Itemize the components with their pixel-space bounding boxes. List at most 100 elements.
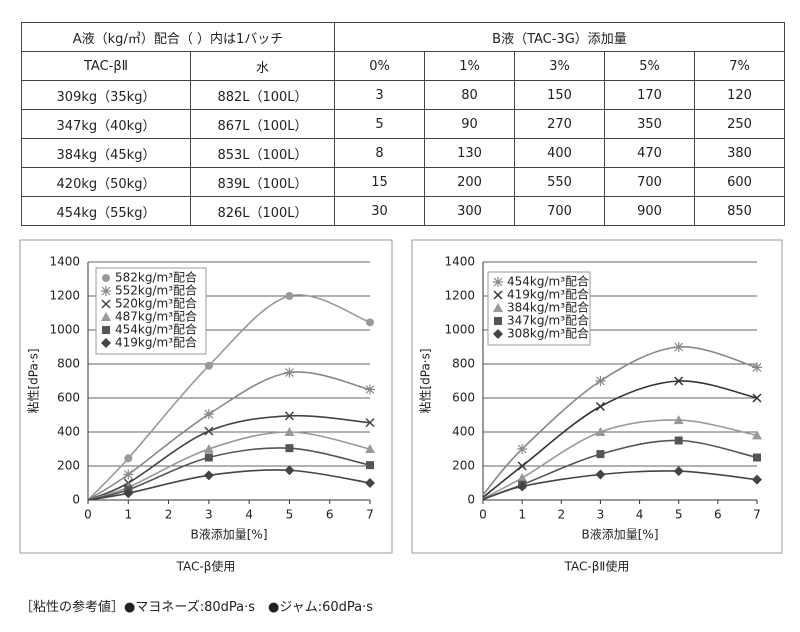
y-tick-label: 1200 <box>49 289 80 303</box>
marker <box>365 478 375 488</box>
subheader-row: TAC-βⅡ 水 0% 1% 3% 5% 7% <box>21 51 785 81</box>
marker <box>517 461 527 471</box>
y-axis-label: 粘性[dPa·s] <box>418 348 433 413</box>
cell: 80 <box>424 80 515 110</box>
y-tick-label: 800 <box>452 357 475 371</box>
marker <box>752 393 762 403</box>
marker <box>102 274 110 282</box>
cell: 30 <box>334 196 425 226</box>
y-tick-label: 400 <box>452 425 475 439</box>
marker <box>365 418 375 428</box>
x-tick-label: 6 <box>714 508 722 522</box>
marker <box>493 329 503 339</box>
marker <box>284 427 295 436</box>
marker <box>596 450 605 459</box>
marker <box>595 427 606 436</box>
marker <box>203 470 214 481</box>
marker <box>284 411 294 421</box>
legend-box <box>487 271 591 346</box>
y-tick-label: 1400 <box>49 255 80 269</box>
x-tick-label: 7 <box>366 508 374 522</box>
x-tick-label: 1 <box>124 508 132 522</box>
marker <box>517 444 528 454</box>
marker <box>752 430 762 440</box>
marker <box>285 444 294 453</box>
y-tick-label: 1200 <box>444 289 475 303</box>
chart-frame <box>19 239 393 554</box>
legend-label: 419kg/m³配合 <box>115 335 197 350</box>
marker <box>365 384 375 395</box>
cell: 7% <box>694 51 785 81</box>
cell: 270 <box>514 109 605 139</box>
marker <box>284 465 295 476</box>
row: 347kg（40kg） 867L（100L） 5 90 270 350 250 <box>21 109 785 139</box>
marker <box>674 436 683 445</box>
marker <box>101 286 111 296</box>
marker <box>674 376 684 386</box>
marker <box>101 312 111 321</box>
marker <box>493 277 503 287</box>
legend-label: 419kg/m³配合 <box>507 287 589 302</box>
marker <box>753 453 761 462</box>
marker <box>124 454 133 463</box>
cell: 400 <box>514 138 605 168</box>
marker <box>752 362 762 373</box>
marker <box>366 461 374 470</box>
cell: 350 <box>604 109 695 139</box>
x-tick-label: 4 <box>636 508 644 522</box>
marker <box>204 426 214 436</box>
x-axis-label: B液添加量[%] <box>582 527 659 542</box>
cell: 250 <box>694 109 785 139</box>
marker <box>285 292 294 300</box>
x-tick-label: 4 <box>245 508 253 522</box>
marker <box>595 469 606 480</box>
x-tick-label: 5 <box>675 508 683 522</box>
data-table: A液（kg/㎥）配合（ ）内は1バッチ B液（TAC-3G）添加量 TAC-βⅡ 水… <box>21 22 785 226</box>
marker <box>517 481 528 492</box>
marker <box>123 488 134 499</box>
x-tick-label: 3 <box>205 508 213 522</box>
cell: 5% <box>604 51 695 81</box>
x-tick-label: 1 <box>518 508 526 522</box>
marker <box>595 401 605 412</box>
x-tick-label: 0 <box>479 508 487 522</box>
x-tick-label: 6 <box>326 508 334 522</box>
chart-caption: TAC-β使用 <box>176 559 236 574</box>
cell: 839L（100L） <box>190 167 335 197</box>
y-tick-label: 1400 <box>444 255 475 269</box>
legend-label: 487kg/m³配合 <box>115 309 197 324</box>
cell: 水 <box>190 51 335 81</box>
header-cell: B液（TAC-3G）添加量 <box>334 22 785 52</box>
row: 420kg（50kg） 839L（100L） 15 200 550 700 600 <box>21 167 785 197</box>
row: 454kg（55kg） 826L（100L） 30 300 700 900 850 <box>21 196 785 226</box>
chart-caption: TAC-βⅡ使用 <box>564 559 630 574</box>
cell: 900 <box>604 196 695 226</box>
cell: 15 <box>334 167 425 197</box>
marker <box>204 361 213 370</box>
marker <box>595 376 606 386</box>
y-tick-label: 200 <box>452 459 475 473</box>
y-tick-label: 0 <box>72 493 80 507</box>
marker <box>493 290 503 300</box>
cell: 3 <box>334 80 425 110</box>
legend-label: 308kg/m³配合 <box>507 326 589 341</box>
cell: 700 <box>604 167 695 197</box>
y-axis-label: 粘性[dPa·s] <box>26 348 41 413</box>
cell: 5 <box>334 109 425 139</box>
cell: 384kg（45kg） <box>21 138 191 168</box>
legend-label: 552kg/m³配合 <box>115 283 197 298</box>
legend-label: 347kg/m³配合 <box>507 313 589 328</box>
marker <box>517 472 528 482</box>
x-tick-label: 7 <box>753 508 761 522</box>
cell: 454kg（55kg） <box>21 196 191 226</box>
cell: 300 <box>424 196 515 226</box>
y-tick-label: 600 <box>452 391 475 405</box>
footnote: ［粘性の参考値］●マヨネーズ:80dPa·s ●ジャム:60dPa·s <box>20 600 373 615</box>
y-tick-label: 200 <box>57 459 80 473</box>
y-tick-label: 0 <box>467 493 475 507</box>
legend-label: 454kg/m³配合 <box>507 274 589 289</box>
x-tick-label: 0 <box>84 508 92 522</box>
marker <box>101 338 111 348</box>
